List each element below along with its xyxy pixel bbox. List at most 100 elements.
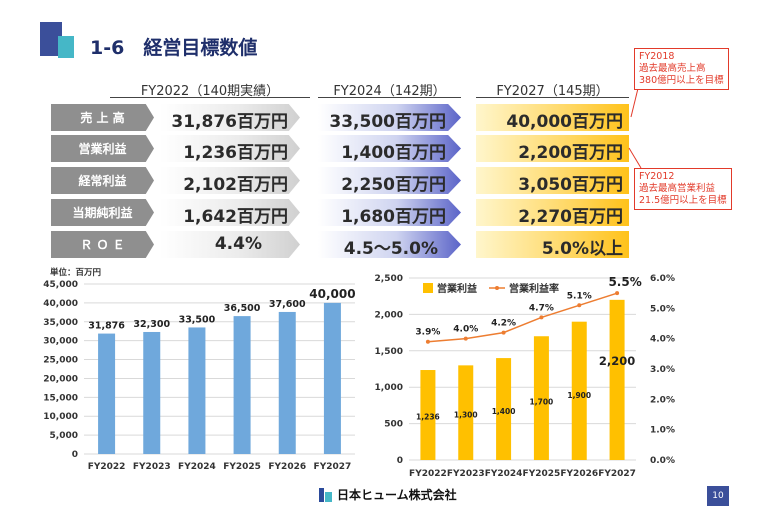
- cell-fy2027-bg: [476, 231, 629, 258]
- value-operating-profit-fy2027: 2,200百万円: [518, 143, 623, 163]
- cell-fy2024-bg: [318, 167, 461, 194]
- value-roe-fy2022: 4.4%: [214, 234, 262, 254]
- value-roe-fy2024: 4.5～5.0%: [343, 239, 438, 259]
- row-label-ordinary-profit: 経常利益: [51, 167, 154, 194]
- sales-bar-chart: 単位：百万円 0 5,000 10,000 15,000 20,000 25,000 30,0…: [43, 267, 355, 472]
- y-tick-label: 20,000: [43, 374, 78, 384]
- column-underline: [318, 97, 461, 98]
- row-label-net-income: 当期純利益: [51, 199, 154, 226]
- cell-fy2024-bg: [318, 135, 461, 162]
- y-left-tick-label: 1,500: [375, 347, 403, 357]
- operating-margin-point: [577, 303, 582, 308]
- legend-swatch-marker: [495, 286, 499, 290]
- y-left-tick-label: 1,000: [375, 383, 403, 393]
- logo-square-dark: [40, 22, 62, 56]
- operating-profit-bar: [458, 365, 474, 460]
- sales-data-label: 40,000: [309, 287, 355, 301]
- cell-fy2024-bg: [318, 231, 461, 258]
- cell-fy2027-bg: [476, 104, 629, 131]
- x-tick-label: FY2026: [268, 462, 306, 472]
- value-ordinary-profit-fy2027: 3,050百万円: [518, 175, 623, 195]
- cell-fy2022-bg: [160, 135, 300, 162]
- value-ordinary-profit-fy2022: 2,102百万円: [183, 175, 288, 195]
- operating-margin-data-label: 5.1%: [567, 291, 592, 301]
- value-ordinary-profit-fy2024: 2,250百万円: [341, 175, 446, 195]
- sales-bar: [98, 333, 116, 454]
- sales-bar: [143, 331, 161, 454]
- sales-bar: [188, 327, 206, 454]
- column-header-fy2022: FY2022（140期実績）: [140, 84, 280, 99]
- y-right-tick-label: 1.0%: [650, 426, 675, 436]
- sales-data-label: 37,600: [269, 299, 306, 310]
- x-tick-label: FY2027: [598, 469, 636, 479]
- sales-bar: [278, 311, 296, 454]
- y-tick-label: 15,000: [43, 393, 78, 403]
- sales-data-label: 33,500: [179, 314, 216, 325]
- legend-label: 営業利益率: [509, 282, 559, 295]
- operating-profit-bar: [496, 358, 512, 460]
- row-label-sales: 売 上 高: [51, 104, 154, 131]
- operating-margin-data-label: 4.2%: [491, 319, 516, 329]
- cell-fy2027-bg: [476, 167, 629, 194]
- y-left-tick-label: 0: [397, 456, 403, 466]
- operating-margin-data-label: 4.7%: [529, 303, 554, 313]
- company-name: 日本ヒューム株式会社: [337, 488, 457, 502]
- y-right-tick-label: 5.0%: [650, 304, 675, 314]
- y-tick-label: 45,000: [43, 280, 78, 290]
- operating-profit-data-label: 1,300: [454, 410, 478, 419]
- callout-line: 過去最高営業利益: [639, 183, 716, 194]
- sales-data-label: 32,300: [133, 319, 170, 330]
- operating-profit-data-label: 1,900: [567, 391, 591, 400]
- y-tick-label: 40,000: [43, 299, 78, 309]
- y-tick-label: 25,000: [43, 356, 78, 366]
- y-left-tick-label: 2,500: [375, 274, 403, 284]
- operating-margin-line: [427, 292, 618, 343]
- operating-margin-data-label: 3.9%: [415, 328, 440, 338]
- value-operating-profit-fy2022: 1,236百万円: [183, 143, 288, 163]
- operating-margin-point: [425, 339, 430, 344]
- sales-data-label: 36,500: [224, 303, 261, 314]
- legend-swatch-bar: [423, 283, 433, 293]
- sales-bar: [323, 302, 341, 454]
- cell-fy2024-bg: [318, 104, 461, 131]
- x-tick-label: FY2022: [88, 462, 126, 472]
- x-tick-label: FY2022: [409, 469, 447, 479]
- operating-margin-point: [463, 336, 468, 341]
- row-label-operating-profit: 営業利益: [51, 135, 154, 162]
- callout-line: 380億円以上を目標: [639, 75, 724, 86]
- value-operating-profit-fy2024: 1,400百万円: [341, 143, 446, 163]
- operating-profit-data-label: 1,700: [530, 397, 554, 406]
- cell-fy2027-bg: [476, 199, 629, 226]
- y-tick-label: 30,000: [43, 337, 78, 347]
- callout-line: FY2012: [639, 171, 675, 182]
- y-tick-label: 10,000: [43, 412, 78, 422]
- x-tick-label: FY2023: [447, 469, 485, 479]
- operating-profit-bar: [420, 370, 436, 460]
- y-right-tick-label: 6.0%: [650, 274, 675, 284]
- operating-profit-data-label: 1,400: [492, 407, 516, 416]
- cell-fy2022-bg: [160, 167, 300, 194]
- callout-sales-target: FY2018 過去最高売上高 380億円以上を目標: [634, 48, 729, 90]
- page-title: 1-6 経営目標数値: [90, 37, 258, 59]
- operating-margin-point: [615, 291, 620, 296]
- y-right-tick-label: 4.0%: [650, 335, 675, 345]
- callout-line: 21.5億円以上を目標: [639, 195, 727, 206]
- sales-bar: [233, 316, 251, 454]
- y-left-tick-label: 2,000: [375, 310, 403, 320]
- company-mark-icon: [319, 487, 333, 502]
- operating-profit-bar: [533, 336, 549, 460]
- y-tick-label: 35,000: [43, 318, 78, 328]
- operating-profit-data-label: 1,236: [416, 413, 440, 422]
- value-sales-fy2024: 33,500百万円: [329, 112, 446, 132]
- cell-fy2027-bg: [476, 135, 629, 162]
- operating-margin-data-label: 5.5%: [608, 275, 641, 289]
- value-net-income-fy2022: 1,642百万円: [183, 207, 288, 227]
- x-tick-label: FY2027: [314, 462, 352, 472]
- callout-connector-profit: [628, 147, 642, 169]
- cell-fy2022-bg: [160, 199, 300, 226]
- logo-square-light: [58, 36, 74, 58]
- operating-profit-bar: [609, 299, 625, 460]
- column-header-fy2024: FY2024（142期）: [333, 84, 446, 99]
- callout-line: FY2018: [639, 51, 675, 62]
- company-logo: 日本ヒューム株式会社: [319, 486, 457, 503]
